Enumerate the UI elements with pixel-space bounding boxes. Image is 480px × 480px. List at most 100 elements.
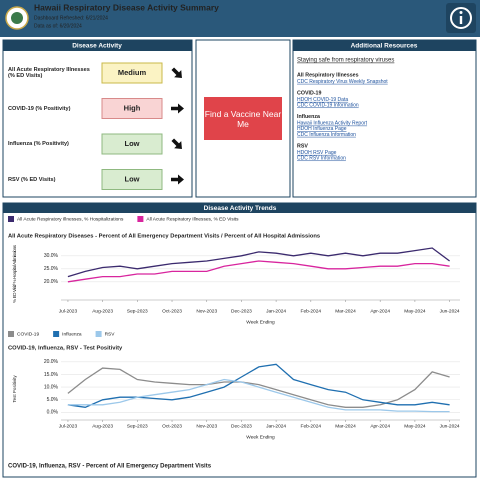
chart-title: All Acute Respiratory Diseases - Percent… <box>8 234 320 240</box>
resource-link[interactable]: CDC Influenza Information <box>297 132 356 138</box>
x-tick-label: Aug-2023 <box>92 423 113 429</box>
activity-label-box: Influenza (% Positivity) <box>8 141 69 147</box>
activity-label: Influenza (% Positivity) <box>8 141 69 147</box>
chart-title: COVID-19, Influenza, RSV - Test Positivi… <box>8 346 123 352</box>
legend-label: All Acute Respiratory Illnesses, % ED Vi… <box>146 216 239 222</box>
legend-swatch <box>8 216 14 222</box>
activity-label: All Acute Respiratory Illnesses (% ED Vi… <box>8 67 90 79</box>
data-date: Data as of: 6/20/2024 <box>34 23 82 29</box>
x-axis-label: Week Ending <box>246 319 275 325</box>
y-axis-label: Test Positivity <box>12 375 17 403</box>
x-tick-label: Jun-2024 <box>440 308 460 314</box>
header-bar <box>0 0 480 37</box>
resource-heading: COVID-19 <box>297 91 321 97</box>
resource-link[interactable]: Hawaii Influenza Activity Report <box>297 121 368 127</box>
level-box <box>101 169 163 190</box>
resource-link[interactable]: CDC Respiratory Virus Weekly Snapshot <box>297 79 388 85</box>
activity-label-box: RSV (% ED Visits) <box>8 176 56 183</box>
y-tick-label: 10.0% <box>44 384 59 390</box>
legend-swatch <box>8 331 14 337</box>
y-axis-label: % ED Visit/ % Hospital Admissions <box>12 244 17 303</box>
trend-arrow <box>171 174 184 185</box>
x-axis-label: Week Ending <box>246 434 275 440</box>
level-text: Low <box>125 174 140 183</box>
x-tick-label: Jul-2023 <box>59 308 78 314</box>
activity-title: Disease Activity <box>72 43 122 50</box>
legend-swatch <box>137 216 144 222</box>
x-tick-label: Oct-2023 <box>162 308 182 314</box>
x-tick-label: Aug-2023 <box>92 308 113 314</box>
series-line <box>67 247 450 278</box>
legend-swatch <box>95 331 102 337</box>
trends-title: Disease Activity Trends <box>204 205 277 212</box>
resource-heading: All Respiratory Illnesses <box>297 72 359 78</box>
trend-arrow <box>171 138 182 149</box>
y-tick-label: 30.0% <box>44 253 59 259</box>
arrow-shape <box>171 174 184 185</box>
x-tick-label: Oct-2023 <box>162 423 182 429</box>
x-tick-label: Nov-2023 <box>196 423 217 429</box>
x-tick-label: Apr-2024 <box>370 423 390 429</box>
x-tick-label: Jul-2023 <box>59 423 78 429</box>
arrow-shape <box>171 138 182 149</box>
activity-label-box: COVID-19 (% Positivity) <box>8 105 71 112</box>
series-line <box>67 363 450 408</box>
y-tick-label: 20.0% <box>44 359 59 365</box>
next-chart-title: COVID-19, Influenza, RSV - Percent of Al… <box>8 464 212 470</box>
resource-link[interactable]: HDOH Influenza Page <box>297 126 347 132</box>
activity-header <box>3 40 192 51</box>
y-tick-label: 0.0% <box>47 410 59 416</box>
x-tick-label: Sep-2023 <box>127 308 148 314</box>
resources-header <box>293 40 476 51</box>
resource-heading: RSV <box>297 144 308 150</box>
vaccine-button[interactable]: Find a Vaccine Near Me <box>204 97 282 140</box>
activity-label: RSV (% ED Visits) <box>8 176 56 183</box>
x-tick-label: Jun-2024 <box>440 423 460 429</box>
resources-title: Additional Resources <box>351 43 418 50</box>
y-tick-label: 20.0% <box>44 279 59 285</box>
x-tick-label: Mar-2024 <box>335 423 356 429</box>
legend-label: All Acute Respiratory Illnesses, % Hospi… <box>17 216 124 222</box>
resource-link[interactable]: HDOH RSV Page <box>297 150 337 156</box>
x-tick-label: Feb-2024 <box>301 423 322 429</box>
arrow-shape <box>171 67 182 78</box>
logo-inner <box>11 12 23 24</box>
trends-header <box>3 203 476 213</box>
info-button[interactable] <box>446 3 476 33</box>
resource-link[interactable]: HDOH COVID-19 Data <box>297 97 348 103</box>
level-box <box>101 133 163 155</box>
series-line <box>67 260 450 283</box>
trend-arrow <box>171 103 184 114</box>
vaccine-text[interactable]: Find a Vaccine Near Me <box>204 108 282 129</box>
x-tick-label: Mar-2024 <box>335 308 356 314</box>
arrow-shape <box>171 103 184 114</box>
level-text: Medium <box>118 68 147 77</box>
trend-arrow <box>171 67 182 78</box>
header-title: Hawaii Respiratory Disease Activity Summ… <box>34 2 219 12</box>
level-text: High <box>124 103 141 112</box>
resource-link[interactable]: CDC COVID-19 Information <box>297 103 359 109</box>
x-tick-label: Apr-2024 <box>370 308 390 314</box>
x-tick-label: Dec-2023 <box>231 308 252 314</box>
level-box <box>101 62 163 84</box>
activity-label: COVID-19 (% Positivity) <box>8 105 71 112</box>
x-tick-label: Feb-2024 <box>301 308 322 314</box>
x-tick-label: Sep-2023 <box>127 423 148 429</box>
trends-panel <box>2 202 477 478</box>
legend-swatch <box>53 331 60 337</box>
x-tick-label: May-2024 <box>404 308 426 314</box>
x-tick-label: Dec-2023 <box>231 423 252 429</box>
refresh-date: Dashboard Refreshed: 6/21/2024 <box>34 15 108 21</box>
y-tick-label: 25.0% <box>44 266 59 272</box>
x-tick-label: Nov-2023 <box>196 308 217 314</box>
resource-heading: Influenza <box>297 114 320 120</box>
y-tick-label: 5.0% <box>47 397 59 403</box>
y-tick-label: 15.0% <box>44 372 59 378</box>
x-tick-label: May-2024 <box>404 423 426 429</box>
main-link[interactable]: Staying safe from respiratory viruses <box>297 58 394 64</box>
resource-link[interactable]: CDC RSV Information <box>297 156 346 162</box>
x-tick-label: Jan-2024 <box>266 423 286 429</box>
level-box <box>101 98 163 119</box>
